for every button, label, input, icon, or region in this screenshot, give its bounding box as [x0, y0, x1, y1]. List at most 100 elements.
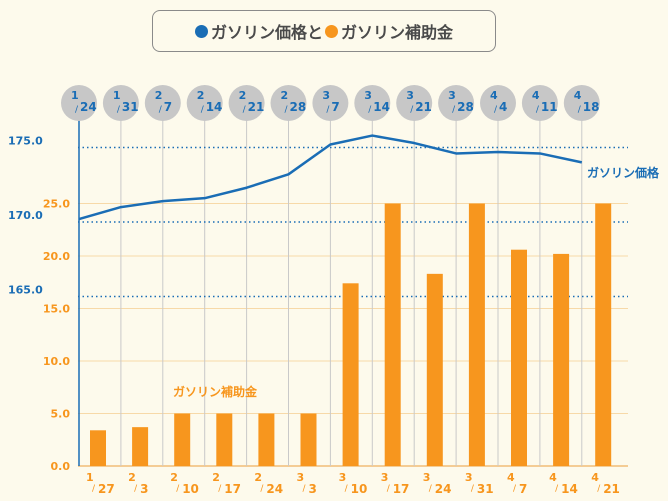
price-date-slash: /: [117, 105, 121, 115]
subsidy-date-day: 24: [266, 482, 283, 496]
price-tick-label: 165.0: [8, 284, 43, 297]
price-date-month: 1: [113, 89, 121, 102]
price-date-day: 14: [373, 100, 390, 114]
subsidy-date-day: 10: [182, 482, 199, 496]
price-date-badge: [102, 85, 139, 121]
subsidy-date-month: 4: [507, 471, 515, 484]
subsidy-date-day: 24: [435, 482, 452, 496]
subsidy-date-month: 2: [170, 471, 178, 484]
price-series-label: ガソリン価格: [587, 165, 660, 180]
subsidy-date-day: 7: [519, 482, 527, 496]
subsidy-date-month: 3: [423, 471, 431, 484]
subsidy-series-label: ガソリン補助金: [173, 384, 258, 399]
subsidy-date-month: 2: [212, 471, 220, 484]
subsidy-bar: [216, 413, 233, 466]
subsidy-bar: [132, 427, 149, 466]
subsidy-date-slash: /: [303, 484, 307, 494]
legend: ガソリン価格 と ガソリン補助金: [152, 10, 496, 52]
price-date-slash: /: [368, 105, 372, 115]
price-date-month: 2: [155, 89, 163, 102]
subsidy-bar: [468, 203, 485, 466]
price-date-slash: /: [326, 105, 330, 115]
subsidy-bar: [174, 413, 191, 466]
price-date-day: 18: [583, 100, 600, 114]
price-date-day: 24: [80, 100, 97, 114]
price-date-day: 28: [290, 100, 307, 114]
subsidy-tick-label: 0.0: [51, 460, 71, 473]
subsidy-bar: [342, 283, 359, 466]
price-date-badge: [438, 85, 475, 121]
subsidy-date-day: 14: [561, 482, 578, 496]
price-date-month: 3: [406, 89, 414, 102]
price-date-badge: [61, 85, 97, 121]
subsidy-tick-label: 10.0: [43, 355, 70, 368]
subsidy-date-month: 4: [549, 471, 557, 484]
price-date-badge: [270, 85, 307, 121]
subsidy-date-month: 2: [254, 471, 262, 484]
price-date-month: 3: [322, 89, 330, 102]
price-date-month: 1: [71, 89, 79, 102]
subsidy-date-day: 21: [603, 482, 620, 496]
legend-connector: と: [306, 23, 323, 42]
subsidy-tick-label: 20.0: [43, 250, 70, 263]
price-tick-label: 175.0: [8, 135, 43, 148]
price-date-day: 21: [248, 100, 265, 114]
price-date-day: 28: [457, 100, 474, 114]
subsidy-date-day: 27: [98, 482, 115, 496]
subsidy-date-day: 3: [309, 482, 317, 496]
subsidy-date-slash: /: [260, 484, 264, 494]
subsidy-date-slash: /: [134, 484, 138, 494]
price-date-badge: [396, 85, 433, 121]
subsidy-bar: [90, 430, 106, 466]
price-date-slash: /: [494, 105, 498, 115]
price-date-day: 4: [499, 100, 507, 114]
subsidy-tick-label: 5.0: [51, 408, 71, 421]
subsidy-bar: [384, 203, 401, 466]
subsidy-date-day: 17: [224, 482, 241, 496]
price-date-day: 11: [541, 100, 558, 114]
price-date-month: 4: [490, 89, 498, 102]
price-date-badge: [354, 85, 391, 121]
price-date-badge: [563, 85, 600, 121]
price-date-slash: /: [75, 105, 79, 115]
subsidy-bar: [553, 253, 570, 466]
price-date-badge: [186, 85, 223, 121]
subsidy-date-month: 4: [591, 471, 599, 484]
price-date-month: 4: [532, 89, 540, 102]
price-date-day: 7: [164, 100, 172, 114]
subsidy-date-slash: /: [345, 484, 349, 494]
price-date-badge: [480, 85, 516, 121]
subsidy-date-slash: /: [555, 484, 559, 494]
price-date-day: 21: [415, 100, 432, 114]
price-date-slash: /: [201, 105, 205, 115]
subsidy-date-slash: /: [387, 484, 391, 494]
price-date-badge: [312, 85, 349, 121]
subsidy-bar: [258, 413, 275, 466]
price-date-month: 3: [448, 89, 456, 102]
price-date-month: 3: [364, 89, 372, 102]
subsidy-bar: [300, 413, 317, 466]
subsidy-date-month: 3: [381, 471, 389, 484]
price-line: [78, 134, 583, 221]
price-tick-label: 170.0: [8, 209, 43, 222]
subsidy-date-slash: /: [92, 484, 96, 494]
subsidy-date-day: 3: [140, 482, 148, 496]
subsidy-date-slash: /: [429, 484, 433, 494]
subsidy-date-slash: /: [597, 484, 601, 494]
price-date-month: 2: [197, 89, 205, 102]
subsidy-date-month: 3: [339, 471, 347, 484]
subsidy-date-month: 2: [128, 471, 136, 484]
subsidy-bar: [426, 273, 443, 466]
price-date-slash: /: [410, 105, 414, 115]
price-date-badge: [144, 85, 181, 121]
price-date-day: 7: [331, 100, 339, 114]
price-legend-label: ガソリン価格: [210, 23, 307, 42]
subsidy-bar: [595, 203, 612, 466]
price-date-slash: /: [536, 105, 540, 115]
subsidy-date-slash: /: [513, 484, 517, 494]
price-date-month: 2: [239, 89, 247, 102]
price-legend-dot: [194, 24, 208, 38]
subsidy-date-month: 3: [297, 471, 305, 484]
price-date-day: 31: [122, 100, 139, 114]
